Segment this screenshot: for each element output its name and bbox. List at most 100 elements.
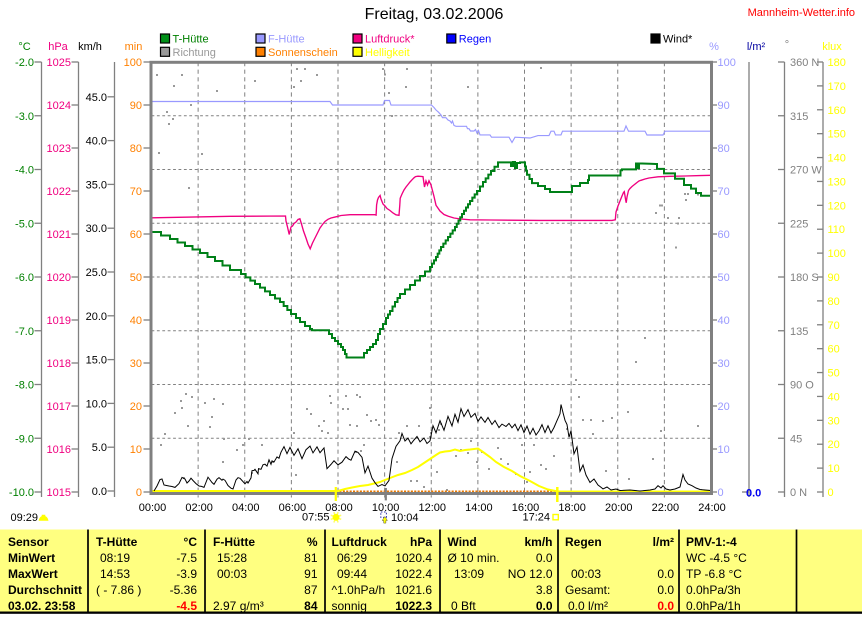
- svg-text:0.0: 0.0: [536, 551, 553, 565]
- svg-text:06:29: 06:29: [337, 551, 367, 565]
- svg-text:1025: 1025: [47, 57, 71, 69]
- svg-text:40.0: 40.0: [86, 136, 107, 148]
- svg-text:18:00: 18:00: [558, 502, 586, 514]
- svg-text:60: 60: [130, 229, 142, 241]
- svg-text:Wind: Wind: [448, 535, 477, 549]
- svg-text:10: 10: [828, 463, 840, 475]
- svg-text:150: 150: [828, 129, 846, 141]
- svg-text:22:00: 22:00: [652, 502, 680, 514]
- svg-text:180 S: 180 S: [790, 272, 819, 284]
- svg-text:0.0: 0.0: [657, 567, 674, 581]
- svg-text:50: 50: [130, 272, 142, 284]
- svg-text:1021.6: 1021.6: [395, 583, 432, 597]
- svg-text:00:03: 00:03: [571, 567, 601, 581]
- svg-text:1015: 1015: [47, 487, 71, 499]
- svg-text:20: 20: [828, 439, 840, 451]
- svg-text:Sensor: Sensor: [8, 535, 49, 549]
- svg-text:-7.5: -7.5: [176, 551, 197, 565]
- svg-text:0.0: 0.0: [657, 583, 674, 597]
- svg-text:10: 10: [130, 444, 142, 456]
- svg-text:70: 70: [718, 186, 730, 198]
- svg-text:45: 45: [790, 433, 802, 445]
- svg-text:13:09: 13:09: [454, 567, 484, 581]
- svg-text:2.97 g/m³: 2.97 g/m³: [213, 599, 264, 613]
- svg-text:135: 135: [790, 326, 808, 338]
- svg-text:20.0: 20.0: [86, 311, 107, 323]
- svg-text:WC -4.5 °C: WC -4.5 °C: [686, 551, 747, 565]
- svg-text:170: 170: [828, 81, 846, 93]
- svg-text:03.02. 23:58: 03.02. 23:58: [8, 599, 76, 613]
- svg-text:91: 91: [304, 567, 318, 581]
- svg-text:0.0 l/m²: 0.0 l/m²: [568, 599, 608, 613]
- svg-text:24:00: 24:00: [698, 502, 726, 514]
- svg-text:90: 90: [828, 272, 840, 284]
- svg-text:40: 40: [130, 315, 142, 327]
- svg-text:-7.0: -7.0: [15, 326, 34, 338]
- svg-text:60: 60: [828, 344, 840, 356]
- svg-text:04:00: 04:00: [232, 502, 260, 514]
- svg-text:12:00: 12:00: [418, 502, 446, 514]
- svg-text:-8.0: -8.0: [15, 380, 34, 392]
- svg-text:-4.0: -4.0: [15, 165, 34, 177]
- svg-text:hPa: hPa: [48, 41, 68, 53]
- svg-text:09:44: 09:44: [337, 567, 367, 581]
- svg-text:MaxWert: MaxWert: [8, 567, 58, 581]
- svg-text:TP -6.8 °C: TP -6.8 °C: [686, 567, 742, 581]
- svg-text:0.0: 0.0: [657, 599, 674, 613]
- svg-text:1017: 1017: [47, 401, 71, 413]
- svg-text:°C: °C: [18, 41, 30, 53]
- svg-text:270 W: 270 W: [790, 165, 822, 177]
- svg-text:120: 120: [828, 200, 846, 212]
- svg-text:min: min: [125, 41, 143, 53]
- svg-text:15:28: 15:28: [217, 551, 247, 565]
- svg-text:10:04: 10:04: [391, 512, 419, 524]
- svg-text:sonnig: sonnig: [332, 599, 367, 613]
- svg-text:10:00: 10:00: [372, 502, 400, 514]
- svg-text:F-Hütte: F-Hütte: [213, 535, 255, 549]
- svg-text:06:00: 06:00: [279, 502, 307, 514]
- svg-text:16:00: 16:00: [512, 502, 540, 514]
- svg-text:180: 180: [828, 57, 846, 69]
- svg-text:07:55: 07:55: [302, 512, 330, 524]
- svg-text:Sonnenschein: Sonnenschein: [268, 47, 338, 59]
- svg-text:Durchschnitt: Durchschnitt: [8, 583, 82, 597]
- svg-text:30.0: 30.0: [86, 223, 107, 235]
- svg-text:87: 87: [304, 583, 318, 597]
- svg-text:0.0: 0.0: [92, 486, 107, 498]
- svg-text:10: 10: [718, 444, 730, 456]
- svg-text:MinWert: MinWert: [8, 551, 55, 565]
- svg-text:1016: 1016: [47, 444, 71, 456]
- svg-text:10.0: 10.0: [86, 398, 107, 410]
- svg-text:1024: 1024: [47, 100, 71, 112]
- svg-text:20: 20: [130, 401, 142, 413]
- svg-text:80: 80: [718, 143, 730, 155]
- svg-text:( - 7.86 ): ( - 7.86 ): [96, 583, 141, 597]
- svg-text:1022.4: 1022.4: [395, 567, 432, 581]
- svg-text:1018: 1018: [47, 358, 71, 370]
- svg-text:°: °: [785, 39, 789, 51]
- svg-text:-9.0: -9.0: [15, 433, 34, 445]
- svg-text:-4.5: -4.5: [176, 599, 197, 613]
- svg-text:360 N: 360 N: [790, 57, 819, 69]
- svg-text:160: 160: [828, 105, 846, 117]
- svg-text:Gesamt:: Gesamt:: [565, 583, 610, 597]
- svg-text:02:00: 02:00: [185, 502, 213, 514]
- svg-text:30: 30: [718, 358, 730, 370]
- svg-text:0.0: 0.0: [746, 488, 761, 500]
- svg-text:225: 225: [790, 218, 808, 230]
- svg-text:20:00: 20:00: [605, 502, 633, 514]
- svg-text:hPa: hPa: [410, 535, 432, 549]
- svg-text:100: 100: [828, 248, 846, 260]
- svg-text:00:03: 00:03: [217, 567, 247, 581]
- svg-text:T-Hütte: T-Hütte: [96, 535, 138, 549]
- svg-text:l/m²: l/m²: [653, 535, 674, 549]
- svg-text:315: 315: [790, 111, 808, 123]
- svg-text:81: 81: [304, 551, 318, 565]
- svg-text:0: 0: [136, 487, 142, 499]
- svg-text:%: %: [307, 535, 318, 549]
- svg-text:17:24: 17:24: [522, 512, 550, 524]
- svg-text:90 O: 90 O: [790, 380, 814, 392]
- svg-text:90: 90: [718, 100, 730, 112]
- svg-text:Mannheim-Wetter.info: Mannheim-Wetter.info: [748, 7, 855, 19]
- svg-text:Ø 10 min.: Ø 10 min.: [448, 551, 500, 565]
